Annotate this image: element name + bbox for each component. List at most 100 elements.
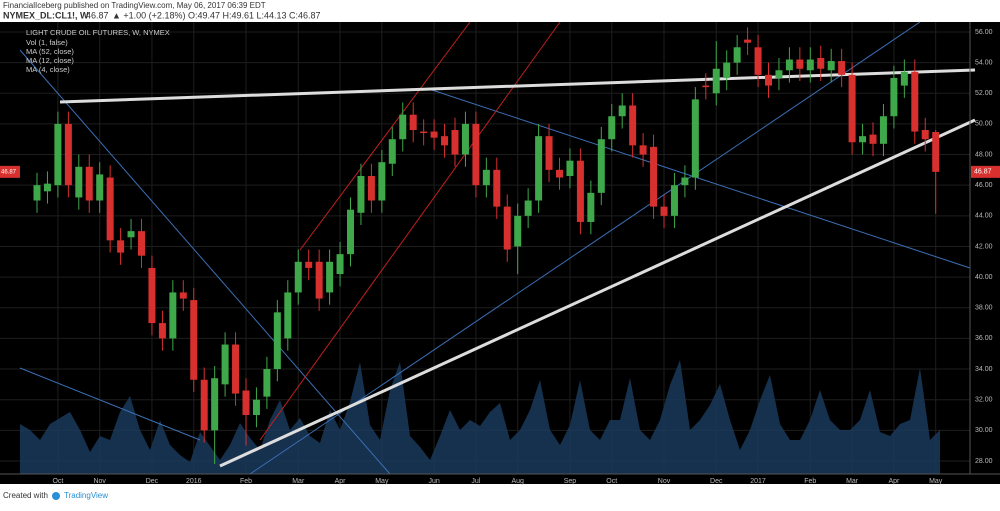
candle-body [85, 166, 93, 201]
price-tag [0, 165, 20, 178]
x-tick-label: 2016 [186, 478, 202, 485]
candle-body [660, 206, 668, 216]
candle-body [723, 62, 731, 78]
publisher: FinancialIceberg published on TradingVie… [3, 1, 266, 10]
footer-logo [52, 492, 60, 500]
x-tick-label: May [929, 478, 943, 485]
candle-body [911, 71, 919, 132]
candle-body [587, 192, 595, 222]
candle-body [535, 136, 543, 201]
candle-body [670, 185, 678, 216]
channel-line [299, 21, 471, 251]
candle-body [357, 175, 365, 213]
indicator-label: MA (52, close) [26, 47, 74, 56]
candle-body [211, 378, 219, 431]
candle-body [33, 185, 41, 201]
candle-body [138, 231, 145, 256]
candle-body [629, 105, 637, 146]
candle-body [294, 261, 302, 293]
y-tick-label: 30.00 [975, 427, 993, 434]
candle-body [388, 139, 396, 164]
trend-line [249, 21, 921, 475]
resistance-line [59, 68, 976, 104]
candle-body [691, 99, 699, 178]
candle-body [367, 175, 375, 201]
candle-body [43, 183, 51, 192]
y-tick-label: 52.00 [975, 90, 993, 97]
candle-body [796, 59, 804, 69]
candle-body [221, 344, 229, 385]
y-tick-label: 42.00 [975, 243, 993, 250]
candle-body [576, 160, 584, 222]
candle-body [127, 231, 135, 238]
x-tick-label: Jun [428, 478, 439, 485]
chart-title: LIGHT CRUDE OIL FUTURES, W, NYMEX [26, 28, 170, 37]
x-tick-label: 2017 [750, 478, 766, 485]
candle-body [806, 59, 814, 71]
y-tick-label: 56.00 [975, 29, 993, 36]
candle-body [921, 130, 929, 140]
candle-body [712, 68, 720, 94]
candle-body [733, 47, 741, 63]
x-tick-label: Oct [606, 478, 617, 485]
price-tag [971, 165, 1000, 178]
volume-area [20, 360, 940, 474]
y-tick-label: 32.00 [975, 397, 993, 404]
y-tick-label: 48.00 [975, 151, 993, 158]
candle-body [545, 136, 553, 170]
candle-body [650, 146, 658, 207]
candle-body [775, 70, 783, 78]
footer-text: Created with [3, 491, 48, 500]
candle-body [232, 344, 240, 394]
candle-body [608, 116, 616, 140]
indicator-label: MA (4, close) [26, 65, 70, 74]
candle-body [566, 160, 574, 176]
y-tick-label: 38.00 [975, 305, 993, 312]
candle-body [378, 162, 386, 201]
candle-body [179, 292, 187, 299]
candle-body [890, 77, 898, 117]
x-tick-label: Nov [93, 478, 106, 485]
x-tick-label: Aug [511, 478, 524, 485]
x-tick-label: Mar [292, 478, 305, 485]
price-tag-label: 46.87 [974, 169, 992, 176]
x-tick-label: May [375, 478, 389, 485]
candle-body [702, 85, 710, 88]
y-tick-label: 46.00 [975, 182, 993, 189]
y-tick-label: 40.00 [975, 274, 993, 281]
candle-body [430, 131, 438, 138]
candle-body [106, 177, 114, 241]
x-tick-label: Apr [888, 478, 900, 485]
candle-body [64, 123, 72, 186]
candle-body [524, 200, 532, 216]
footer-brand[interactable]: TradingView [64, 491, 108, 500]
candle-body [158, 323, 166, 339]
candle-body [838, 61, 846, 75]
candle-body [326, 261, 334, 293]
candle-body [54, 123, 62, 186]
price-tag-label: 46.87 [1, 169, 17, 175]
candle-body [399, 114, 407, 140]
x-tick-label: Apr [335, 478, 347, 485]
candle-body [827, 61, 835, 71]
x-tick-label: Nov [658, 478, 671, 485]
candle-body [493, 169, 501, 207]
candle-body [409, 114, 417, 131]
x-tick-label: Sep [564, 478, 577, 485]
footer-bar [0, 486, 1000, 506]
y-tick-label: 34.00 [975, 366, 993, 373]
candle-body [242, 390, 250, 416]
candle-body [639, 145, 647, 155]
candle-body [932, 132, 940, 172]
candle-body [75, 166, 83, 198]
candle-body [900, 71, 908, 86]
x-tick-label: Jul [471, 478, 480, 485]
x-tick-label: Feb [804, 478, 816, 485]
trend-line [431, 89, 971, 269]
candle-body [848, 74, 856, 143]
x-tick-label: Mar [846, 478, 859, 485]
x-tick-label: Oct [52, 478, 63, 485]
candle-body [681, 177, 689, 186]
